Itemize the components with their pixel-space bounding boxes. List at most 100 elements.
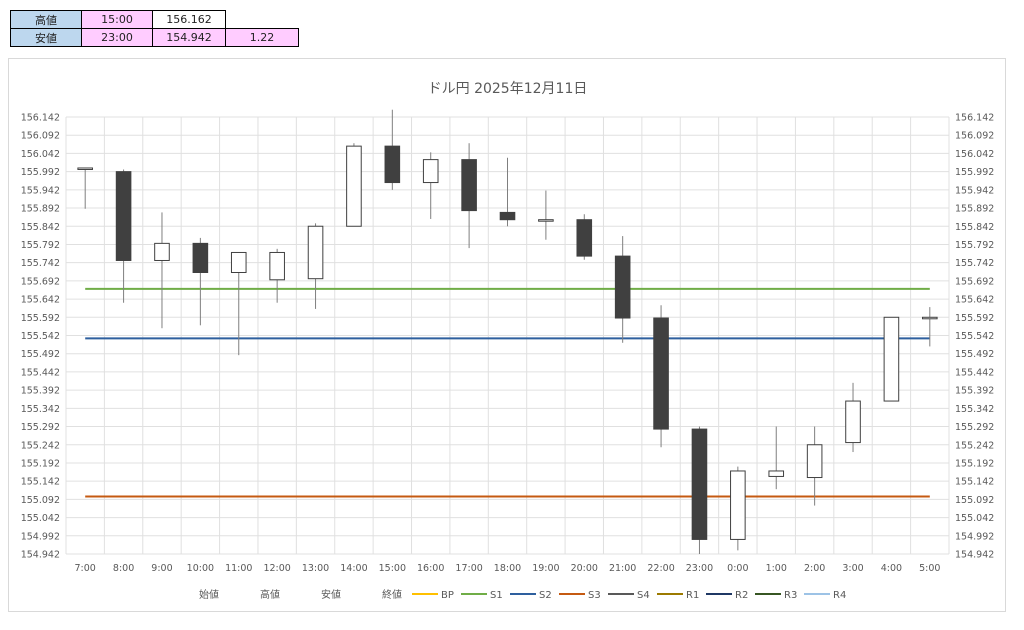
- y-tick-right: 155.842: [955, 222, 994, 233]
- candle-body: [883, 316, 900, 402]
- high-label: 高値: [10, 10, 82, 29]
- y-tick-right: 155.042: [955, 513, 994, 524]
- legend-entry: 安値: [321, 588, 341, 601]
- candle-body: [77, 167, 93, 170]
- y-tick-right: 155.592: [955, 313, 994, 324]
- candle-body: [230, 251, 247, 273]
- candle-body: [576, 219, 593, 257]
- y-tick-left: 155.592: [21, 313, 60, 324]
- candle-body: [154, 242, 170, 261]
- x-tick-label: 12:00: [263, 563, 290, 574]
- summary-table: 高値 15:00 156.162 安値 23:00 154.942 1.22: [10, 10, 299, 47]
- x-tick-label: 4:00: [881, 563, 902, 574]
- y-tick-right: 155.342: [955, 404, 994, 415]
- y-tick-right: 155.292: [955, 422, 994, 433]
- y-tick-left: 155.942: [21, 185, 60, 196]
- x-tick-label: 14:00: [340, 563, 367, 574]
- x-tick-label: 9:00: [151, 563, 172, 574]
- x-tick-label: 18:00: [494, 563, 521, 574]
- y-tick-left: 156.042: [21, 149, 60, 160]
- high-blank: [226, 11, 299, 29]
- candle-body: [192, 242, 209, 273]
- legend-entry: 終値: [382, 588, 402, 601]
- low-label: 安値: [10, 28, 82, 47]
- legend-entry: R2: [735, 590, 748, 601]
- summary-high-row: 高値 15:00 156.162: [10, 10, 299, 29]
- y-tick-left: 155.192: [21, 458, 60, 469]
- candle-body: [922, 316, 938, 320]
- x-tick-label: 17:00: [455, 563, 482, 574]
- x-tick-label: 15:00: [379, 563, 406, 574]
- x-tick-label: 10:00: [187, 563, 214, 574]
- x-tick-label: 21:00: [609, 563, 636, 574]
- high-value: 156.162: [152, 10, 226, 29]
- y-tick-left: 155.242: [21, 440, 60, 451]
- candle-body: [115, 171, 132, 261]
- y-tick-right: 156.042: [955, 149, 994, 160]
- legend-entry: S1: [490, 590, 503, 601]
- candle-body: [768, 470, 785, 477]
- y-tick-left: 155.642: [21, 295, 60, 306]
- y-tick-right: 155.142: [955, 477, 994, 488]
- x-tick-label: 11:00: [225, 563, 252, 574]
- candle-body: [614, 255, 631, 319]
- y-tick-left: 155.342: [21, 404, 60, 415]
- y-tick-left: 155.892: [21, 204, 60, 215]
- y-tick-right: 156.142: [955, 113, 994, 124]
- x-tick-label: 8:00: [113, 563, 134, 574]
- x-tick-label: 1:00: [766, 563, 787, 574]
- legend-entry: S4: [637, 590, 650, 601]
- legend-entry: BP: [441, 590, 454, 601]
- y-tick-left: 155.042: [21, 513, 60, 524]
- candlestick-chart: ドル円 2025年12月11日 156.142 156.142 156.092 156.…: [21, 81, 995, 601]
- y-tick-left: 154.992: [21, 531, 60, 542]
- y-tick-left: 155.142: [21, 477, 60, 488]
- candle-body: [499, 211, 516, 221]
- x-tick-label: 23:00: [686, 563, 713, 574]
- y-tick-left: 154.942: [21, 550, 60, 561]
- y-tick-left: 155.442: [21, 367, 60, 378]
- y-tick-left: 155.842: [21, 222, 60, 233]
- x-tick-label: 2:00: [804, 563, 825, 574]
- candle-body: [691, 428, 708, 540]
- y-tick-right: 155.792: [955, 240, 994, 251]
- y-tick-left: 155.092: [21, 495, 60, 506]
- high-time: 15:00: [81, 10, 153, 29]
- candle-body: [806, 444, 823, 479]
- x-tick-label: 5:00: [919, 563, 940, 574]
- y-tick-left: 155.992: [21, 167, 60, 178]
- y-tick-left: 155.692: [21, 276, 60, 287]
- y-tick-right: 155.092: [955, 495, 994, 506]
- y-tick-left: 155.792: [21, 240, 60, 251]
- x-tick-label: 16:00: [417, 563, 444, 574]
- y-tick-right: 154.942: [955, 550, 994, 561]
- y-tick-left: 155.292: [21, 422, 60, 433]
- legend-entry: S2: [539, 590, 552, 601]
- x-tick-label: 13:00: [302, 563, 329, 574]
- candle-body: [422, 159, 439, 184]
- legend-entry: R3: [784, 590, 797, 601]
- candle-body: [269, 251, 285, 281]
- y-tick-right: 155.742: [955, 258, 994, 269]
- candle-body: [461, 159, 477, 212]
- candle-body: [384, 145, 401, 184]
- low-time: 23:00: [81, 28, 153, 47]
- legend-entry: S3: [588, 590, 601, 601]
- low-value: 154.942: [152, 28, 226, 47]
- range-value: 1.22: [225, 28, 299, 47]
- chart-area: ドル円 2025年12月11日 156.142 156.142 156.092 156.…: [8, 58, 1006, 612]
- candle-body: [538, 219, 554, 222]
- y-tick-left: 156.092: [21, 131, 60, 142]
- y-tick-right: 155.542: [955, 331, 994, 342]
- candle-body: [653, 317, 669, 430]
- legend-entry: 高値: [260, 588, 280, 601]
- candle-body: [730, 470, 746, 540]
- x-tick-label: 3:00: [842, 563, 863, 574]
- summary-low-row: 安値 23:00 154.942 1.22: [10, 28, 299, 47]
- legend-entry: R4: [833, 590, 846, 601]
- y-tick-right: 155.892: [955, 204, 994, 215]
- y-tick-left: 156.142: [21, 113, 60, 124]
- legend-entry: R1: [686, 590, 699, 601]
- y-tick-right: 155.692: [955, 276, 994, 287]
- candle-body: [845, 400, 861, 444]
